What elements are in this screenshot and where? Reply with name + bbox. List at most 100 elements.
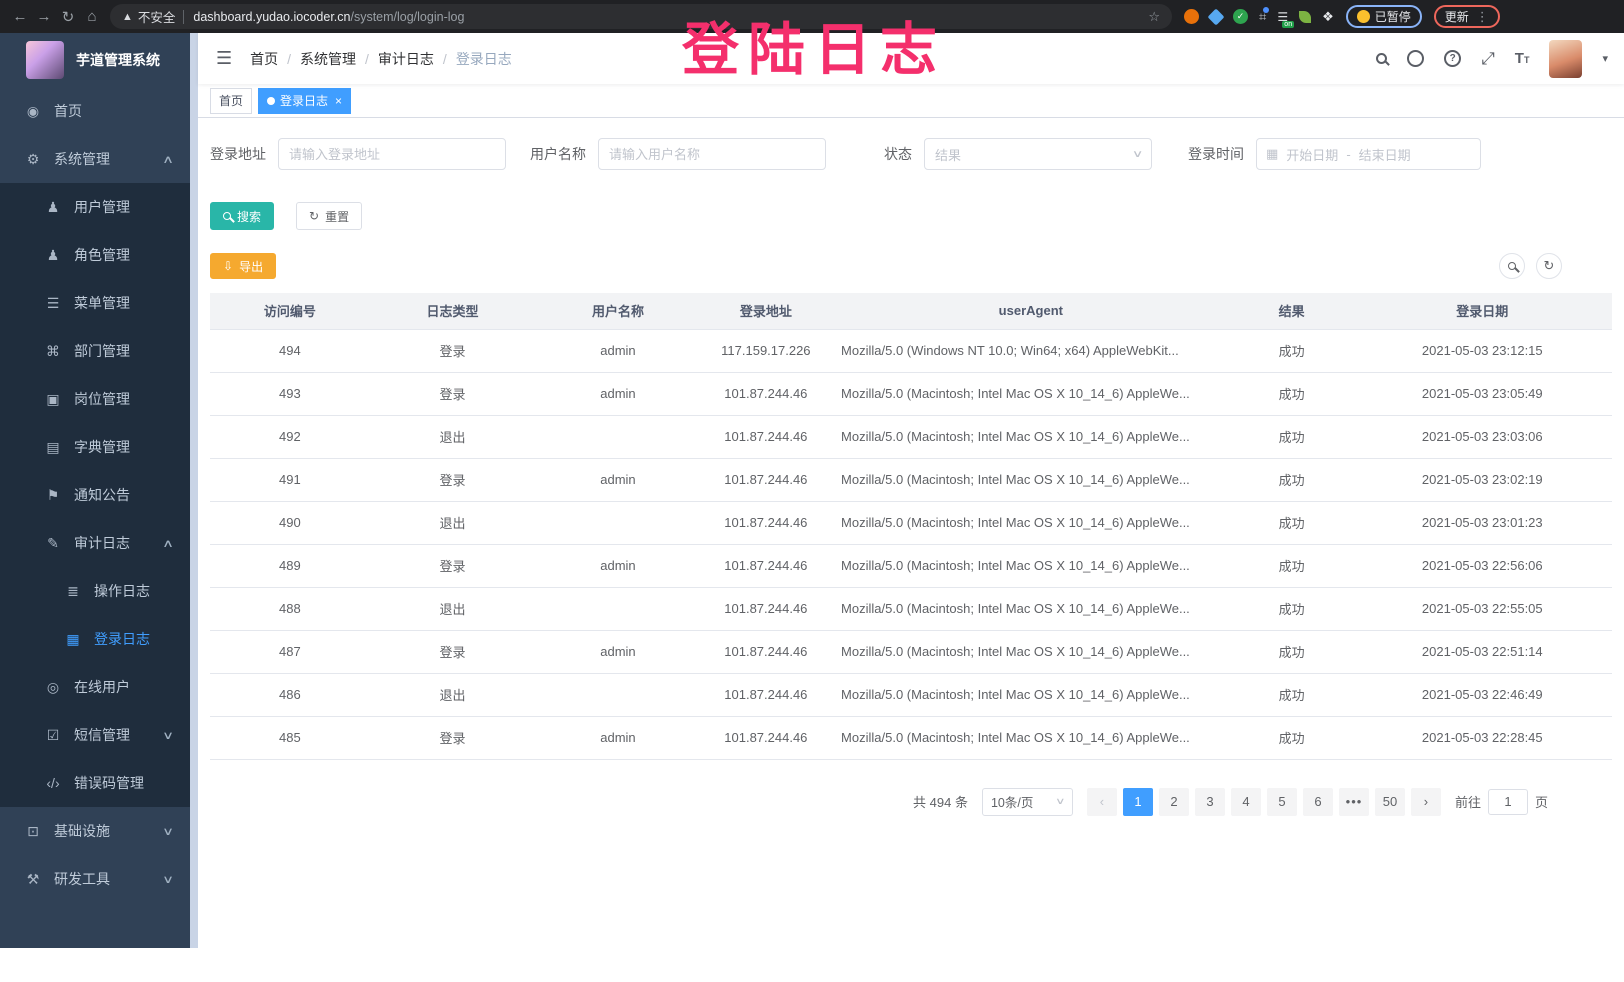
sidebar-item-dept[interactable]: ⌘ 部门管理 <box>0 327 190 375</box>
extension-green-icon[interactable]: ✓ <box>1233 9 1248 24</box>
sidebar-logo[interactable]: 芋道管理系统 <box>0 33 190 87</box>
fullscreen-icon[interactable]: ⤢ <box>1481 48 1495 68</box>
pagination-page[interactable]: 3 <box>1194 787 1225 816</box>
cell-log-type: 登录 <box>369 458 536 502</box>
sidebar-item-errcode[interactable]: ‹/› 错误码管理 <box>0 759 190 807</box>
pagination-page[interactable]: 1 <box>1122 787 1153 816</box>
extension-leaf-icon[interactable] <box>1299 10 1312 23</box>
breadcrumb-audit[interactable]: 审计日志 <box>377 50 434 67</box>
sidebar-item-user[interactable]: ♟ 用户管理 <box>0 183 190 231</box>
extensions-area: ✓ ⌗ ☰ on ❖ <box>1184 6 1334 28</box>
profile-pill[interactable]: 已暂停 <box>1345 5 1422 28</box>
sidebar-scrollbar[interactable] <box>190 33 198 948</box>
address-input[interactable] <box>278 138 506 170</box>
extension-gem-icon[interactable] <box>1207 8 1225 25</box>
table-body: 494 登录 admin 117.159.17.226 Mozilla/5.0 … <box>210 329 1612 760</box>
reset-button[interactable]: ↻ 重置 <box>296 202 363 230</box>
extension-list-icon[interactable]: ☰ on <box>1277 9 1295 28</box>
cell-username <box>535 587 701 631</box>
pagination-page[interactable]: ••• <box>1338 787 1369 816</box>
goto-page-input[interactable] <box>1487 788 1528 815</box>
cell-id: 490 <box>210 501 370 545</box>
cell-login-address: 117.159.17.226 <box>700 329 832 373</box>
cell-login-address: 101.87.244.46 <box>700 716 832 760</box>
breadcrumb-system[interactable]: 系统管理 <box>300 50 357 67</box>
sidebar-item-login-log[interactable]: ▦ 登录日志 <box>0 615 190 663</box>
bookmark-star-icon[interactable]: ☆ <box>1148 8 1160 24</box>
cell-username: admin <box>535 329 701 373</box>
extension-puzzle-icon[interactable]: ❖ <box>1322 8 1334 24</box>
sidebar-item-online[interactable]: ◎ 在线用户 <box>0 663 190 711</box>
date-range-picker[interactable]: ▦ 开始日期 - 结束日期 <box>1256 138 1481 170</box>
sidebar-item-label: 首页 <box>54 103 82 119</box>
username-input[interactable] <box>598 138 826 170</box>
home-icon[interactable]: ⌂ <box>87 8 97 25</box>
sidebar-item-infra[interactable]: ⊡ 基础设施 ∨ <box>0 807 190 855</box>
username-label: 用户名称 <box>530 146 586 162</box>
table-row: 492 退出 101.87.244.46 Mozilla/5.0 (Macint… <box>210 415 1612 459</box>
update-button[interactable]: 更新 ⋮ <box>1433 5 1500 28</box>
cell-user-agent: Mozilla/5.0 (Macintosh; Intel Mac OS X 1… <box>831 501 1231 545</box>
status-select[interactable]: 结果 ∨ <box>924 138 1152 170</box>
pagination-page[interactable]: 2 <box>1158 787 1189 816</box>
refresh-button[interactable]: ↻ <box>1536 253 1562 279</box>
pagination-page[interactable]: 5 <box>1266 787 1297 816</box>
breadcrumb-current: 登录日志 <box>455 50 512 67</box>
extension-grid-icon[interactable]: ⌗ <box>1259 6 1270 25</box>
sidebar-item-menu[interactable]: ☰ 菜单管理 <box>0 279 190 327</box>
chevron-down-icon[interactable]: ▾ <box>1602 53 1608 65</box>
pagination-page[interactable]: 50 <box>1374 787 1405 816</box>
navbar-actions: ? ⤢ TT ▾ <box>1376 39 1608 78</box>
sidebar-item-devtool[interactable]: ⚒ 研发工具 ∨ <box>0 855 190 903</box>
address-bar[interactable]: ▲ 不安全 dashboard.yudao.iocoder.cn/system/… <box>110 4 1172 29</box>
warning-icon: ▲ <box>122 10 133 23</box>
forward-icon[interactable]: → <box>36 8 52 25</box>
column-header: userAgent <box>831 293 1231 330</box>
pagination-page[interactable]: 4 <box>1230 787 1261 816</box>
page-buttons: ‹ 1 2 3 4 5 6 ••• 50 › <box>1086 787 1441 816</box>
sidebar-item-sms[interactable]: ☑ 短信管理 ∨ <box>0 711 190 759</box>
font-size-icon[interactable]: TT <box>1514 50 1530 67</box>
column-header: 用户名称 <box>535 293 701 330</box>
sidebar-item-home[interactable]: ◉ 首页 <box>0 87 190 135</box>
search-icon[interactable] <box>1376 53 1388 64</box>
hamburger-icon[interactable]: ☰ <box>216 48 233 68</box>
show-search-button[interactable] <box>1499 253 1525 279</box>
cell-user-agent: Mozilla/5.0 (Macintosh; Intel Mac OS X 1… <box>831 630 1231 674</box>
tab-login-log[interactable]: 登录日志 × <box>258 87 352 114</box>
cell-log-type: 登录 <box>369 544 536 588</box>
sidebar-item-label: 岗位管理 <box>74 391 130 407</box>
sidebar-item-notice[interactable]: ⚑ 通知公告 <box>0 471 190 519</box>
pagination-page[interactable]: › <box>1410 787 1441 816</box>
table-tools: ↻ <box>1499 253 1562 279</box>
reload-icon[interactable]: ↻ <box>61 8 75 26</box>
user-avatar[interactable] <box>1549 39 1583 78</box>
sidebar-item-op-log[interactable]: ≣ 操作日志 <box>0 567 190 615</box>
page-size-select[interactable]: 10条/页 ∨ <box>981 787 1073 816</box>
close-icon[interactable]: × <box>335 93 343 108</box>
pagination-page[interactable]: ‹ <box>1086 787 1117 816</box>
sidebar-item-role[interactable]: ♟ 角色管理 <box>0 231 190 279</box>
search-icon <box>223 212 231 220</box>
kebab-menu-icon[interactable]: ⋮ <box>1475 8 1489 24</box>
sidebar-item-post[interactable]: ▣ 岗位管理 <box>0 375 190 423</box>
tab-home[interactable]: 首页 <box>210 87 253 114</box>
cell-id: 491 <box>210 458 370 502</box>
cell-login-date: 2021-05-03 23:02:19 <box>1352 458 1612 502</box>
export-button[interactable]: ⇩ 导出 <box>210 253 277 279</box>
cell-user-agent: Mozilla/5.0 (Macintosh; Intel Mac OS X 1… <box>831 415 1231 459</box>
sidebar-item-audit[interactable]: ✎ 审计日志 ∧ <box>0 519 190 567</box>
cell-login-address: 101.87.244.46 <box>700 458 832 502</box>
sidebar-item-dict[interactable]: ▤ 字典管理 <box>0 423 190 471</box>
sidebar-item-system[interactable]: ⚙ 系统管理 ∧ <box>0 135 190 183</box>
search-button[interactable]: 搜索 <box>210 202 275 230</box>
back-icon[interactable]: ← <box>12 8 28 25</box>
extension-orange-icon[interactable] <box>1184 9 1199 24</box>
pagination-page[interactable]: 6 <box>1302 787 1333 816</box>
help-icon[interactable]: ? <box>1444 50 1462 67</box>
breadcrumb-home[interactable]: 首页 <box>250 50 279 67</box>
cell-log-type: 登录 <box>369 372 536 416</box>
cell-user-agent: Mozilla/5.0 (Macintosh; Intel Mac OS X 1… <box>831 716 1231 760</box>
github-icon[interactable] <box>1407 50 1425 67</box>
logo-avatar <box>26 41 64 79</box>
